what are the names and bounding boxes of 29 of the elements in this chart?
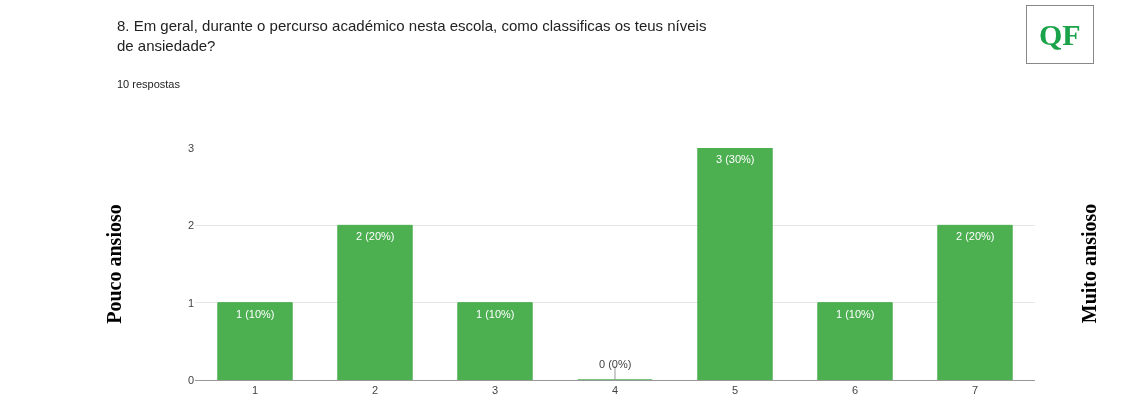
bar — [457, 302, 533, 380]
bar — [817, 302, 893, 380]
y-tick-label: 1 — [187, 296, 194, 309]
x-tick-label: 2 — [371, 384, 379, 397]
data-label: 2 (20%) — [956, 230, 995, 242]
bar — [937, 224, 1013, 380]
text: QF — [1039, 18, 1081, 51]
chart-subtitle: 10 respostas — [117, 78, 181, 90]
x-tick-label: 6 — [851, 384, 859, 397]
data-label: 0 (0%) — [599, 358, 632, 370]
x-tick-label: 7 — [971, 384, 979, 397]
y-axis-title: Pouco ansioso — [103, 204, 126, 324]
data-label: 3 (30%) — [716, 153, 755, 165]
data-label: 1 (10%) — [236, 308, 275, 320]
bar — [697, 148, 773, 380]
y-tick-label: 0 — [187, 373, 194, 386]
data-label: 1 (10%) — [836, 308, 875, 320]
chart-title: 8. Em geral, durante o percurso académico nesta escola, como classificas os teus níveis de ansiedade? — [117, 17, 707, 54]
x-tick-label: 3 — [491, 384, 499, 397]
y-tick-label: 3 — [187, 141, 194, 154]
bar — [217, 302, 293, 380]
x-tick-label: 4 — [611, 384, 619, 397]
y-tick-label: 2 — [187, 219, 194, 232]
bar — [337, 224, 413, 380]
y2-axis-title: Muito ansioso — [1078, 203, 1101, 324]
x-tick-label: 5 — [731, 384, 739, 397]
data-label: 1 (10%) — [476, 308, 515, 320]
x-tick-label: 1 — [251, 384, 259, 397]
data-label: 2 (20%) — [356, 230, 395, 242]
